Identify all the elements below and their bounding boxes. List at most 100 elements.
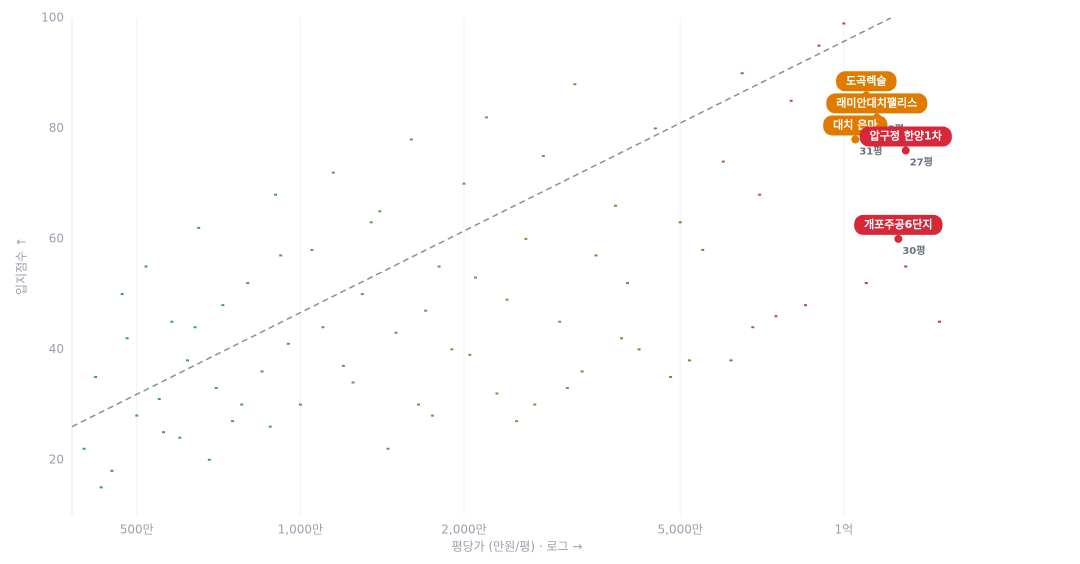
point bbox=[468, 353, 472, 356]
size-label: 31평 bbox=[859, 144, 882, 157]
point bbox=[341, 364, 345, 367]
point bbox=[144, 265, 148, 268]
label-text: 래미안대치팰리스 bbox=[836, 95, 917, 109]
point bbox=[541, 155, 545, 158]
trend-line bbox=[71, 17, 892, 428]
point bbox=[450, 348, 454, 351]
point bbox=[533, 403, 537, 406]
label-text: 개포주공6단지 bbox=[864, 217, 932, 231]
point bbox=[803, 304, 807, 307]
x-tick-label: 2,000만 bbox=[441, 523, 486, 537]
point bbox=[842, 22, 846, 25]
y-tick-label: 80 bbox=[49, 121, 64, 135]
size-label: 30평 bbox=[902, 244, 925, 257]
point bbox=[751, 326, 755, 329]
label-pill bbox=[854, 214, 943, 235]
point bbox=[484, 116, 488, 119]
point bbox=[678, 221, 682, 224]
point bbox=[162, 431, 166, 434]
point bbox=[515, 420, 519, 423]
point bbox=[230, 420, 234, 423]
point bbox=[701, 248, 705, 251]
point bbox=[82, 447, 86, 450]
y-axis-label: 입지점수 ↑ bbox=[15, 237, 29, 295]
point bbox=[197, 226, 201, 229]
point bbox=[558, 320, 562, 323]
point bbox=[573, 83, 577, 86]
point bbox=[157, 398, 161, 401]
point bbox=[178, 436, 182, 439]
point bbox=[774, 315, 778, 318]
point bbox=[394, 331, 398, 334]
point bbox=[864, 282, 868, 285]
point bbox=[430, 414, 434, 417]
point bbox=[260, 370, 264, 373]
point bbox=[817, 44, 821, 47]
point bbox=[386, 447, 390, 450]
point bbox=[626, 282, 630, 285]
highlight-point bbox=[851, 135, 860, 144]
point bbox=[125, 337, 129, 340]
point bbox=[687, 359, 691, 362]
point bbox=[221, 304, 225, 307]
label-pill bbox=[826, 93, 928, 114]
point bbox=[938, 320, 942, 323]
point bbox=[214, 386, 218, 389]
point bbox=[417, 403, 421, 406]
point bbox=[505, 298, 509, 301]
highlight-label: 압구정 한양1차 bbox=[859, 126, 952, 147]
point bbox=[462, 182, 466, 185]
highlight-label: 개포주공6단지 bbox=[854, 214, 943, 235]
point bbox=[369, 221, 373, 224]
point bbox=[620, 337, 624, 340]
point bbox=[193, 326, 197, 329]
point bbox=[789, 99, 793, 102]
point bbox=[424, 309, 428, 312]
point bbox=[246, 282, 250, 285]
point bbox=[286, 342, 290, 345]
x-tick-label: 5,000만 bbox=[658, 523, 703, 537]
size-label: 27평 bbox=[910, 156, 933, 169]
y-tick-label: 100 bbox=[41, 11, 64, 25]
highlight-label: 래미안대치팰리스 bbox=[826, 93, 928, 114]
x-axis-label: 평당가 (만원/평) · 로그 → bbox=[452, 540, 583, 554]
point bbox=[613, 204, 617, 207]
point bbox=[594, 254, 598, 257]
point bbox=[273, 193, 277, 196]
point bbox=[279, 254, 283, 257]
point bbox=[321, 326, 325, 329]
point bbox=[186, 359, 190, 362]
point bbox=[729, 359, 733, 362]
point bbox=[378, 210, 382, 213]
point bbox=[268, 425, 272, 428]
highlight-point bbox=[901, 146, 910, 155]
point bbox=[758, 193, 762, 196]
point bbox=[351, 381, 355, 384]
y-tick-label: 20 bbox=[49, 452, 64, 466]
point bbox=[437, 265, 441, 268]
point bbox=[904, 265, 908, 268]
y-tick-label: 40 bbox=[49, 342, 64, 356]
point bbox=[524, 237, 528, 240]
point bbox=[170, 320, 174, 323]
point bbox=[580, 370, 584, 373]
point bbox=[99, 486, 103, 489]
point bbox=[94, 375, 98, 378]
label-text: 도곡렉슬 bbox=[846, 73, 886, 87]
point bbox=[298, 403, 302, 406]
point bbox=[637, 348, 641, 351]
point bbox=[310, 248, 314, 251]
label-pill bbox=[836, 71, 897, 92]
x-tick-label: 1,000만 bbox=[278, 523, 323, 537]
point bbox=[495, 392, 499, 395]
y-tick-label: 60 bbox=[49, 231, 64, 245]
label-pill bbox=[859, 126, 952, 147]
point bbox=[721, 160, 725, 163]
point bbox=[110, 469, 114, 472]
x-tick-label: 500만 bbox=[120, 523, 154, 537]
x-tick-label: 1억 bbox=[834, 523, 853, 537]
point bbox=[653, 127, 657, 130]
point bbox=[240, 403, 244, 406]
point bbox=[473, 276, 477, 279]
